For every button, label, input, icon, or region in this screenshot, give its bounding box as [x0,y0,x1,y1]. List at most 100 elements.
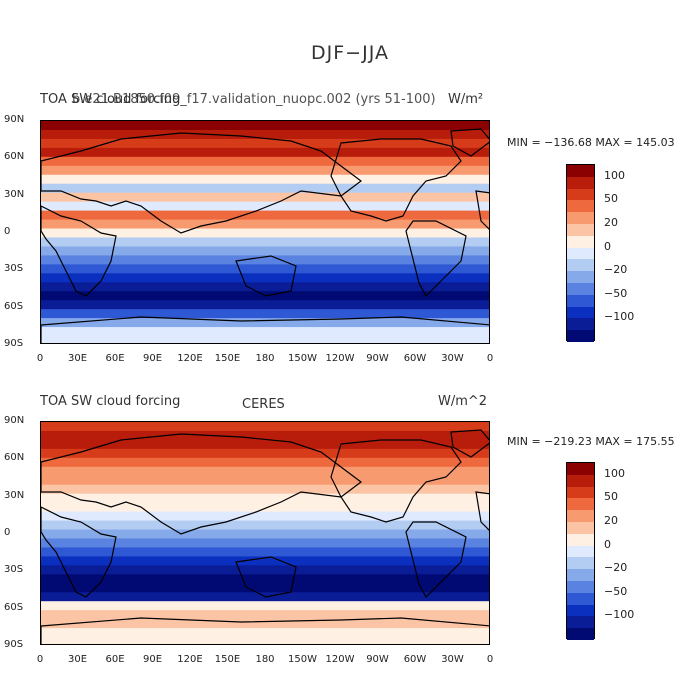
contour-band [41,466,489,477]
colorbar-label: 20 [604,514,618,527]
lon-tick-label: 60W [403,654,427,665]
colorbar-label: −50 [604,584,628,598]
colorbar-swatch [567,510,594,522]
colorbar-swatch [567,498,594,511]
colorbar-label: 100 [604,168,625,182]
contour-band [41,422,489,432]
colorbar-swatch [567,282,594,295]
colorbar-label: −100 [604,310,635,324]
lat-tick-label: 30N [4,188,25,200]
contour-band [41,448,489,459]
colorbar-swatch [567,616,594,629]
lon-tick-label: 0 [36,353,44,364]
colorbar-label: −100 [604,608,635,622]
colorbar-swatch [567,330,594,342]
coastline [41,617,489,644]
lat-tick-label: 90N [4,415,25,426]
contour-map-svg [41,422,489,644]
contour-band [41,583,489,593]
coastline [41,506,117,598]
contour-band [41,165,489,176]
lon-tick-label: 0 [486,654,494,665]
lon-tick-label: 150W [288,353,317,364]
lat-tick-label: 30S [4,263,24,275]
coastline [41,132,362,234]
contour-band [41,300,489,310]
colorbar-swatch [567,188,594,201]
contour-band [41,628,489,638]
lon-tick-label: 180 [255,353,275,364]
colorbar-label: 0 [604,537,611,551]
contour-band [41,574,489,584]
coastline [41,316,489,343]
contour-band [41,529,489,540]
colorbar-label: −20 [604,561,628,575]
colorbar-swatch [567,569,594,581]
lon-tick-label: 90E [142,654,163,665]
colorbar-swatch [567,176,594,189]
colorbar-swatch [567,545,594,558]
colorbar-swatch [567,294,594,307]
colorbar-swatch [567,533,594,546]
contour-band [41,228,489,239]
coastline [475,190,489,230]
colorbar-swatch [567,463,594,475]
lon-tick-label: 30W [441,353,464,364]
lon-tick-label: 0 [36,654,44,665]
lon-tick-label: 90W [366,353,389,364]
colorbar-swatch [567,235,594,248]
contour-band [41,309,489,319]
panel-2-variable-label: TOA SW cloud forcing [40,394,181,409]
colorbar-swatch [567,486,594,499]
coastline [450,429,489,458]
lon-tick-label: 0 [486,353,494,364]
contour-band [41,255,489,265]
coastline [330,439,462,523]
lat-tick-label: 0 [4,226,11,237]
colorbar-label: 20 [604,216,618,229]
contour-map-svg [41,121,489,343]
contour-band [41,318,489,328]
panel-1-variable-label: TOA SW cloud forcing [40,92,181,107]
colorbar-swatch [567,592,594,605]
lon-tick-label: 120E [177,654,203,665]
panel-2-colorbar [566,462,595,640]
lat-tick-label: 90S [4,338,24,349]
coastline [405,220,467,297]
colorbar-swatch [567,259,594,272]
colorbar-label: 0 [604,239,611,253]
contour-band [41,201,489,212]
lat-tick-label: 30N [4,489,25,501]
lat-tick-label: 30S [4,564,24,576]
lon-tick-label: 30E [67,353,88,364]
coastline [405,521,467,598]
contour-band [41,273,489,283]
lat-tick-label: 60N [4,151,25,163]
lon-tick-label: 180 [255,654,275,665]
colorbar-label: 100 [604,466,625,480]
colorbar-swatch [567,306,594,319]
lon-tick-label: 90W [366,654,389,665]
contour-band [41,457,489,468]
contour-band [41,138,489,149]
colorbar-swatch [567,474,594,487]
contour-band [41,601,489,611]
contour-band [41,336,489,343]
lat-tick-label: 60S [4,601,24,613]
contour-band [41,637,489,644]
lon-tick-label: 60E [105,654,125,665]
panel-1-units-label: W/m² [448,92,484,107]
panel-1-minmax: MIN = −136.68 MAX = 145.03 [507,136,675,149]
coastline [41,205,117,297]
lon-tick-label: 90E [142,353,163,364]
contour-band [41,219,489,230]
contour-band [41,475,489,486]
panel-2-case-label: CERES [242,397,285,412]
contour-band [41,156,489,167]
lon-tick-label: 120W [325,654,355,665]
contour-band [41,327,489,337]
colorbar-swatch [567,521,594,534]
contour-band [41,520,489,531]
contour-band [41,619,489,629]
lat-tick-label: 90N [4,114,25,125]
